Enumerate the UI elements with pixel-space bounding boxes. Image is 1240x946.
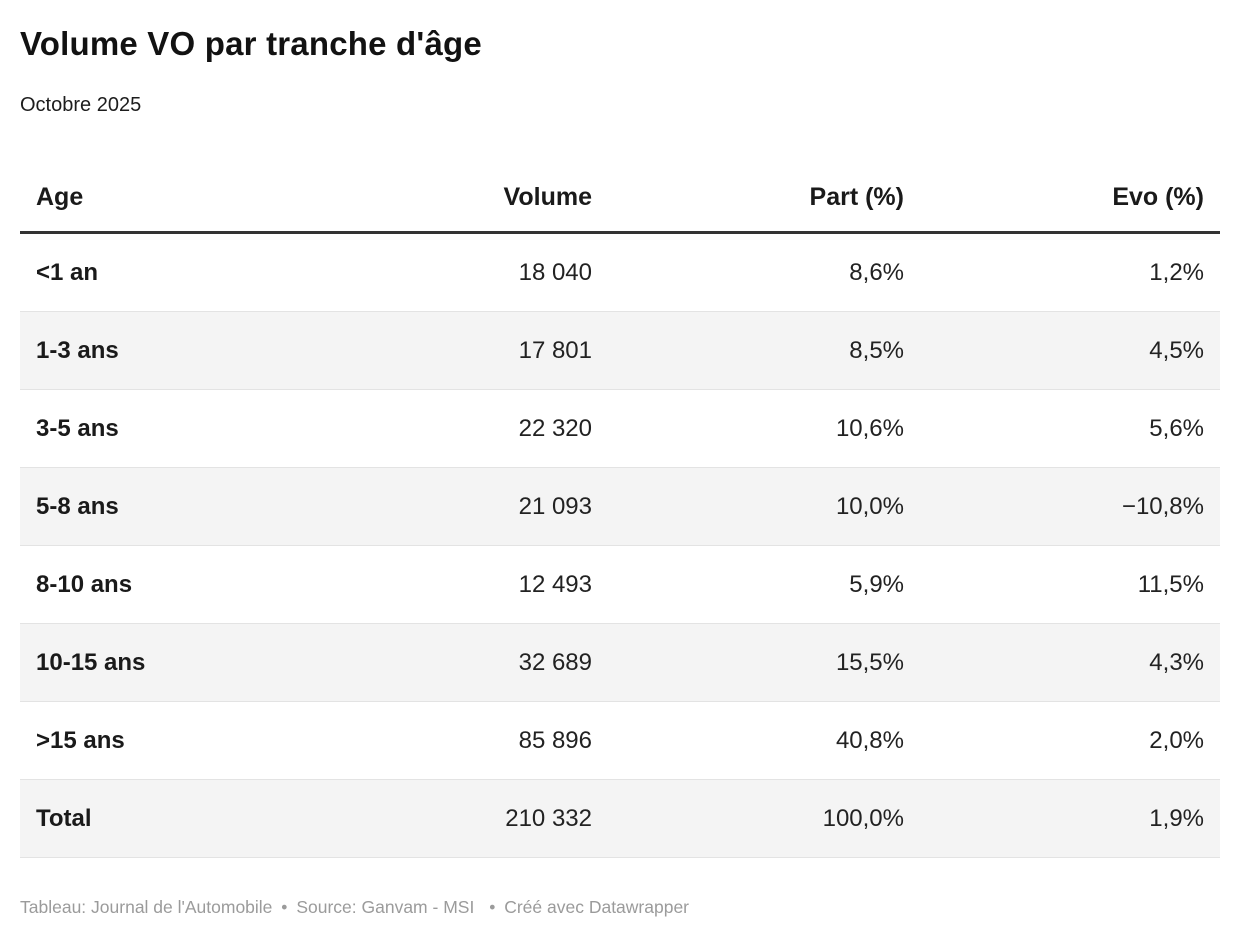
cell-volume: 32 689	[356, 623, 608, 702]
cell-age: 1-3 ans	[20, 311, 356, 390]
cell-volume: 85 896	[356, 701, 608, 780]
cell-evo: 5,6%	[920, 389, 1220, 468]
cell-evo: 1,2%	[920, 232, 1220, 312]
cell-volume: 22 320	[356, 389, 608, 468]
column-header-part: Part (%)	[608, 165, 920, 234]
table-credit-link[interactable]: Journal de l'Automobile	[91, 897, 273, 917]
table-row: 1-3 ans 17 801 8,5% 4,5%	[20, 311, 1220, 390]
cell-part: 100,0%	[608, 779, 920, 858]
cell-evo: 4,5%	[920, 311, 1220, 390]
cell-volume: 18 040	[356, 232, 608, 312]
cell-age: >15 ans	[20, 701, 356, 780]
cell-evo: 4,3%	[920, 623, 1220, 702]
table-body: <1 an 18 040 8,6% 1,2% 1-3 ans 17 801 8,…	[20, 232, 1220, 858]
table-credit-label: Tableau:	[20, 897, 87, 917]
cell-part: 15,5%	[608, 623, 920, 702]
cell-part: 8,5%	[608, 311, 920, 390]
table-row: >15 ans 85 896 40,8% 2,0%	[20, 701, 1220, 780]
cell-part: 8,6%	[608, 232, 920, 312]
cell-age: <1 an	[20, 232, 356, 312]
page-subtitle: Octobre 2025	[20, 94, 142, 116]
page-title: Volume VO par tranche d'âge	[20, 25, 482, 62]
source-label: Source:	[296, 897, 357, 917]
datawrapper-credit-link[interactable]: Créé avec Datawrapper	[504, 897, 690, 917]
table-header-row: Age Volume Part (%) Evo (%)	[20, 165, 1220, 234]
cell-evo: 2,0%	[920, 701, 1220, 780]
cell-part: 10,0%	[608, 467, 920, 546]
table-row: 3-5 ans 22 320 10,6% 5,6%	[20, 389, 1220, 468]
cell-age: 10-15 ans	[20, 623, 356, 702]
cell-age: 8-10 ans	[20, 545, 356, 624]
cell-volume: 17 801	[356, 311, 608, 390]
cell-part: 5,9%	[608, 545, 920, 624]
cell-age: 3-5 ans	[20, 389, 356, 468]
table-row: <1 an 18 040 8,6% 1,2%	[20, 232, 1220, 312]
footer-separator: •	[489, 897, 496, 917]
table-row: 10-15 ans 32 689 15,5% 4,3%	[20, 623, 1220, 702]
table-row: 8-10 ans 12 493 5,9% 11,5%	[20, 545, 1220, 624]
table-row-total: Total 210 332 100,0% 1,9%	[20, 779, 1220, 858]
column-header-age: Age	[20, 165, 356, 234]
attribution-footer: Tableau: Journal de l'Automobile • Sourc…	[20, 896, 1220, 919]
cell-volume: 12 493	[356, 545, 608, 624]
source-credit-link[interactable]: Ganvam - MSI	[361, 897, 475, 917]
cell-evo: −10,8%	[920, 467, 1220, 546]
cell-part: 40,8%	[608, 701, 920, 780]
column-header-evo: Evo (%)	[920, 165, 1220, 234]
footer-separator: •	[281, 897, 288, 917]
cell-volume: 21 093	[356, 467, 608, 546]
cell-part: 10,6%	[608, 389, 920, 468]
cell-evo: 11,5%	[920, 545, 1220, 624]
cell-volume: 210 332	[356, 779, 608, 858]
cell-age: Total	[20, 779, 356, 858]
table-row: 5-8 ans 21 093 10,0% −10,8%	[20, 467, 1220, 546]
table-header: Age Volume Part (%) Evo (%)	[20, 165, 1220, 234]
column-header-volume: Volume	[356, 165, 608, 234]
cell-age: 5-8 ans	[20, 467, 356, 546]
data-table: Age Volume Part (%) Evo (%) <1 an 18 040…	[20, 165, 1220, 858]
cell-evo: 1,9%	[920, 779, 1220, 858]
